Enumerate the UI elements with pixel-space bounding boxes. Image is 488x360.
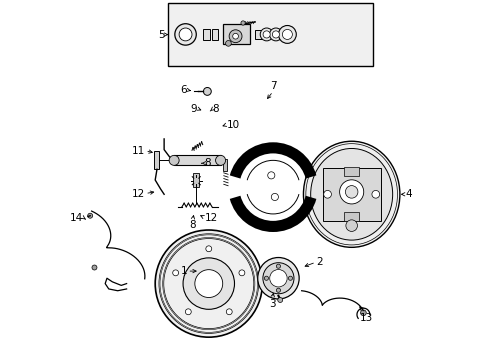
Circle shape (175, 24, 196, 45)
Circle shape (272, 31, 279, 38)
Text: 1: 1 (181, 266, 187, 276)
Circle shape (277, 297, 282, 302)
Text: 8: 8 (204, 158, 211, 168)
Ellipse shape (310, 148, 392, 240)
Text: 8: 8 (189, 220, 196, 230)
Text: 13: 13 (359, 313, 372, 323)
Bar (193, 173, 199, 187)
Circle shape (276, 264, 280, 268)
Circle shape (260, 28, 272, 41)
Text: 12: 12 (204, 212, 217, 222)
Circle shape (92, 265, 97, 270)
Circle shape (345, 220, 357, 231)
Circle shape (269, 270, 286, 287)
Circle shape (169, 156, 179, 165)
Circle shape (263, 31, 270, 38)
Bar (154, 152, 159, 169)
Circle shape (205, 246, 211, 252)
Circle shape (159, 234, 258, 333)
Circle shape (241, 21, 244, 25)
Bar (223, 24, 249, 44)
Circle shape (179, 28, 192, 41)
Circle shape (172, 270, 178, 276)
Text: 8: 8 (212, 104, 219, 114)
Text: 11: 11 (132, 146, 145, 156)
Circle shape (203, 87, 211, 95)
Circle shape (183, 258, 234, 309)
Text: 14: 14 (70, 212, 83, 222)
Circle shape (163, 239, 253, 329)
Circle shape (215, 156, 225, 165)
Circle shape (276, 288, 280, 292)
Circle shape (360, 310, 366, 316)
Text: 4: 4 (405, 189, 411, 199)
Circle shape (339, 180, 363, 204)
Ellipse shape (305, 144, 397, 245)
Circle shape (229, 30, 242, 42)
Circle shape (264, 276, 268, 280)
Bar (322, 168, 380, 221)
Circle shape (278, 26, 296, 43)
Circle shape (185, 309, 191, 315)
Text: 12: 12 (132, 189, 145, 199)
Circle shape (267, 172, 274, 179)
Text: 6: 6 (181, 85, 187, 95)
Circle shape (282, 30, 292, 40)
Circle shape (271, 193, 278, 201)
Text: 10: 10 (226, 120, 239, 130)
Circle shape (155, 230, 262, 337)
Text: 3: 3 (268, 298, 275, 309)
Text: 7: 7 (269, 81, 276, 91)
Circle shape (225, 41, 231, 46)
Circle shape (288, 276, 292, 280)
Circle shape (194, 270, 222, 297)
Circle shape (263, 263, 293, 294)
Circle shape (323, 190, 331, 198)
Circle shape (269, 28, 282, 41)
Ellipse shape (303, 141, 399, 247)
Bar (211, 29, 218, 40)
Bar (203, 29, 209, 40)
Bar (223, 158, 226, 171)
Circle shape (232, 33, 238, 39)
Circle shape (239, 270, 244, 276)
Circle shape (226, 309, 232, 315)
Bar (344, 167, 358, 176)
Bar (174, 155, 220, 165)
Circle shape (87, 213, 93, 218)
Bar (344, 212, 358, 221)
Text: 2: 2 (315, 257, 322, 267)
Bar (167, 3, 372, 66)
Text: 5: 5 (158, 30, 165, 40)
Text: 9: 9 (190, 104, 197, 113)
Bar (255, 30, 262, 39)
Circle shape (257, 257, 299, 299)
Circle shape (345, 186, 357, 198)
Circle shape (371, 190, 379, 198)
